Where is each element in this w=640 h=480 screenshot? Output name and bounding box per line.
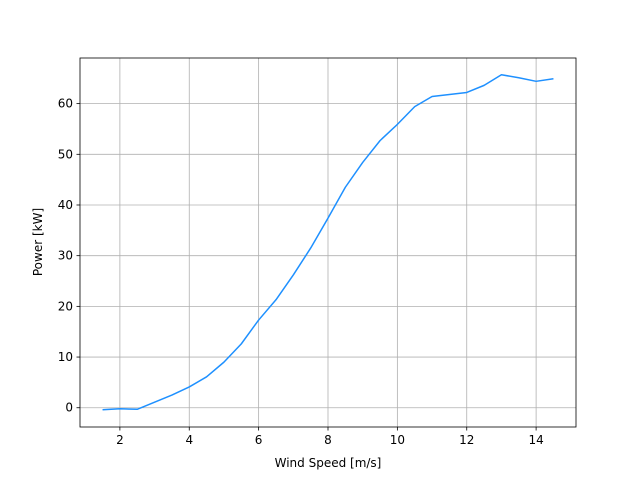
- x-tick-label: 6: [255, 433, 263, 447]
- y-tick-label: 30: [58, 249, 73, 263]
- x-tick-label: 12: [459, 433, 474, 447]
- y-tick-label: 10: [58, 350, 73, 364]
- x-tick-label: 2: [116, 433, 124, 447]
- x-tick-label: 4: [185, 433, 193, 447]
- x-tick-label: 14: [528, 433, 543, 447]
- y-tick-label: 0: [65, 401, 73, 415]
- plot-frame: [79, 57, 577, 428]
- x-axis-label: Wind Speed [m/s]: [275, 456, 382, 470]
- x-tick-label: 8: [324, 433, 332, 447]
- y-tick-label: 20: [58, 299, 73, 313]
- y-tick-label: 60: [58, 97, 73, 111]
- y-tick-label: 40: [58, 198, 73, 212]
- y-axis-label: Power [kW]: [31, 208, 45, 276]
- y-tick-label: 50: [58, 147, 73, 161]
- x-tick-label: 10: [390, 433, 405, 447]
- line: [102, 73, 554, 411]
